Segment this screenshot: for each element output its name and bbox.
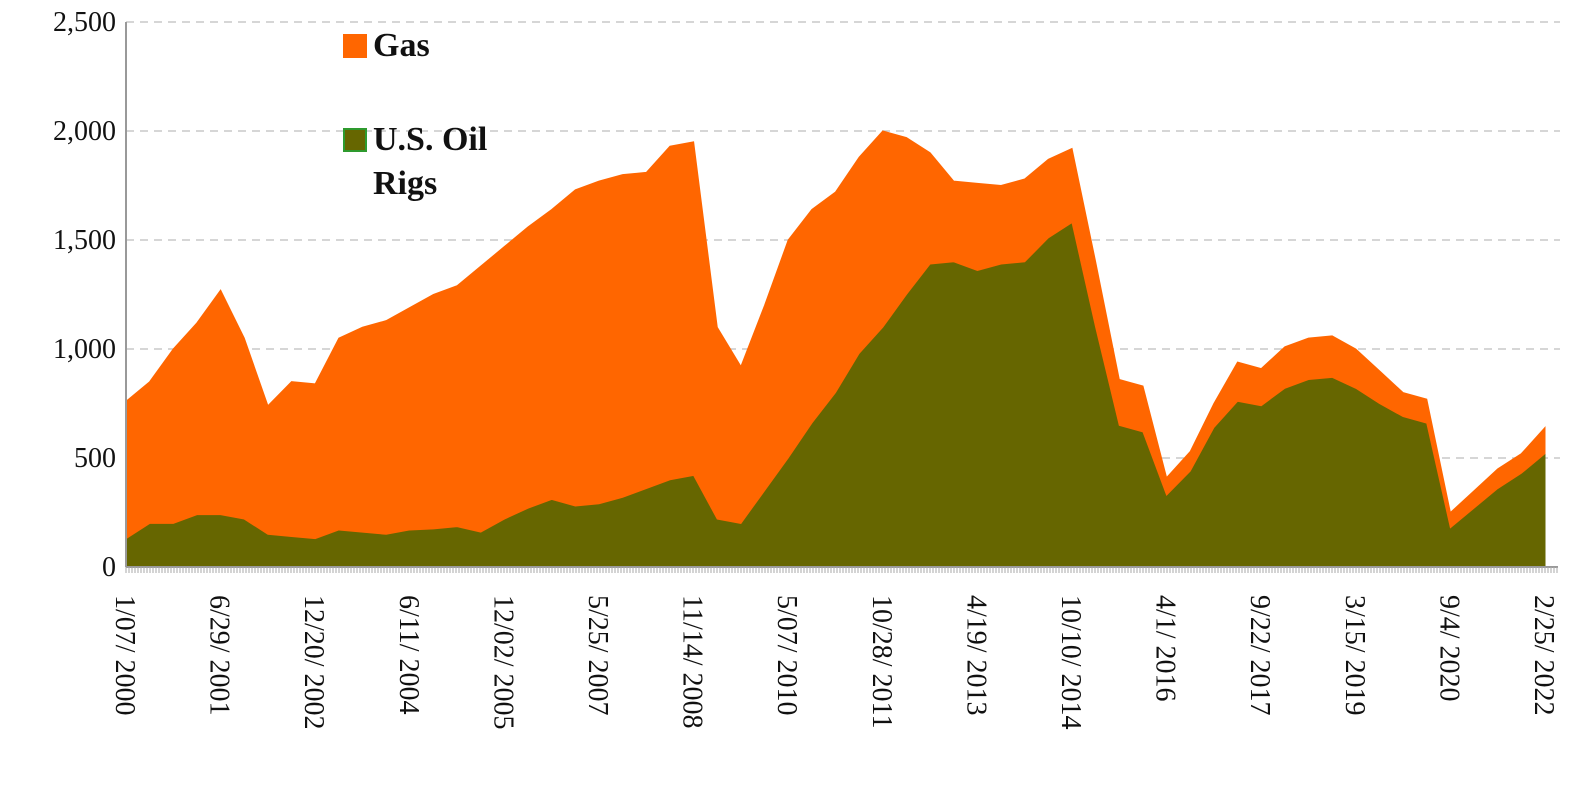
x-tick-label: 12/02/ 2005 <box>487 595 518 730</box>
x-tick-label: 6/29/ 2001 <box>204 595 235 716</box>
y-tick-label: 1,500 <box>53 225 116 256</box>
x-tick-label: 11/14/ 2008 <box>677 595 708 729</box>
x-tick-label: 4/19/ 2013 <box>960 595 991 716</box>
x-tick-label: 12/20/ 2002 <box>298 595 329 730</box>
x-tick-label: 10/10/ 2014 <box>1055 595 1086 730</box>
y-tick-label: 2,500 <box>53 7 116 38</box>
x-tick-label: 5/07/ 2010 <box>771 595 802 716</box>
x-tick-label: 2/25/ 2022 <box>1528 595 1559 716</box>
y-tick-label: 500 <box>74 443 116 474</box>
legend-label: U.S. Oil Rigs <box>373 121 488 202</box>
y-tick-label: 2,000 <box>53 116 116 147</box>
x-tick-label: 1/07/ 2000 <box>109 595 140 716</box>
x-tick-label: 10/28/ 2011 <box>866 595 897 729</box>
x-tick-label: 9/4/ 2020 <box>1433 595 1464 702</box>
y-tick-label: 1,000 <box>53 334 116 365</box>
x-tick-label: 4/1/ 2016 <box>1150 595 1181 702</box>
x-tick-label: 9/22/ 2017 <box>1244 595 1275 716</box>
area <box>125 130 1546 540</box>
legend-label: Gas <box>373 27 430 64</box>
x-tick-label: 5/25/ 2007 <box>582 595 613 716</box>
legend-swatch <box>343 34 367 58</box>
legend-entry: Gas <box>343 24 430 68</box>
y-tick-label: 0 <box>102 552 116 583</box>
x-tick-label: 6/11/ 2004 <box>393 595 424 715</box>
legend-entry: U.S. Oil Rigs <box>343 118 543 206</box>
x-tick-label: 3/15/ 2019 <box>1339 595 1370 716</box>
legend-swatch <box>343 128 367 152</box>
